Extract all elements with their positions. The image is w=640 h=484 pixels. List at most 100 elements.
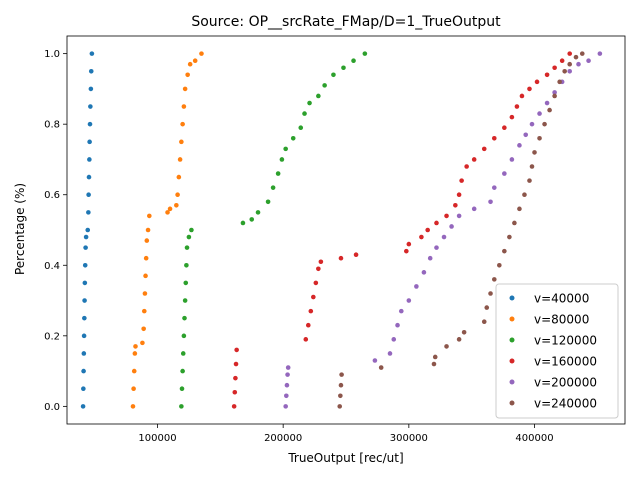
data-point (552, 65, 557, 71)
data-point (378, 365, 384, 370)
data-point (177, 157, 183, 162)
legend-marker (509, 316, 515, 322)
y-tick-label: 0.4 (44, 261, 60, 272)
series-4 (283, 51, 603, 409)
series-1 (130, 51, 204, 409)
data-point (86, 192, 91, 198)
data-point (464, 164, 469, 169)
data-point (537, 111, 542, 116)
data-point (87, 157, 92, 162)
data-point (142, 291, 148, 296)
data-point (89, 51, 95, 56)
data-point (481, 146, 487, 152)
data-point (145, 227, 151, 233)
data-point (81, 386, 86, 392)
data-point (290, 135, 296, 141)
data-point (179, 386, 185, 392)
data-point (456, 192, 462, 198)
data-point (308, 308, 314, 314)
data-point (192, 58, 198, 63)
data-point (527, 178, 532, 183)
data-point (182, 298, 188, 303)
data-point (338, 255, 344, 261)
data-point (131, 368, 137, 374)
data-point (311, 294, 316, 300)
data-point (552, 93, 557, 99)
data-point (573, 54, 579, 60)
data-point (453, 203, 458, 208)
x-axis: 100000 200000 300000 400000 (138, 424, 554, 444)
series-0 (80, 51, 95, 409)
legend-marker (509, 400, 515, 406)
x-tick-label: 300000 (390, 433, 428, 444)
data-point (398, 308, 404, 314)
data-point (559, 58, 565, 63)
data-point (579, 51, 585, 56)
data-point (307, 100, 312, 106)
data-point (179, 404, 184, 409)
data-point (233, 361, 239, 367)
data-point (432, 354, 438, 360)
data-point (425, 227, 430, 233)
data-point (285, 372, 290, 377)
data-point (491, 185, 497, 190)
data-point (488, 199, 493, 205)
data-point (491, 277, 497, 282)
data-point (183, 280, 189, 286)
data-point (88, 86, 94, 92)
y-tick-label: 0.6 (44, 190, 60, 201)
data-point (351, 58, 356, 63)
data-point (88, 104, 93, 109)
data-point (488, 291, 493, 296)
data-point (184, 262, 189, 268)
data-point (316, 266, 321, 272)
data-point (427, 255, 433, 261)
data-point (86, 210, 91, 215)
data-point (81, 368, 86, 374)
data-point (339, 372, 344, 377)
data-point (270, 185, 276, 190)
data-point (507, 234, 512, 240)
data-point (180, 121, 185, 127)
data-point (481, 319, 487, 325)
data-point (471, 206, 477, 212)
data-point (199, 51, 204, 56)
data-point (83, 245, 88, 250)
data-point (131, 386, 136, 392)
series-2 (179, 51, 368, 409)
data-point (532, 150, 537, 155)
data-point (87, 139, 92, 145)
data-point (562, 68, 567, 74)
data-point (497, 262, 502, 268)
data-point (313, 280, 319, 286)
data-point (185, 72, 190, 78)
legend-marker (509, 295, 515, 301)
data-point (182, 86, 188, 92)
plot-frame (66, 35, 626, 425)
legend-marker (509, 337, 515, 343)
data-point (130, 404, 136, 409)
data-point (231, 404, 237, 409)
data-point (567, 61, 573, 67)
data-point (82, 298, 87, 303)
data-point (233, 375, 238, 381)
data-point (303, 337, 309, 342)
data-point (144, 238, 150, 243)
data-point (86, 174, 92, 180)
data-point (318, 259, 324, 265)
data-point (434, 245, 439, 250)
data-point (147, 213, 152, 219)
data-point (421, 270, 427, 275)
legend-label: v=200000 (534, 376, 597, 390)
data-point (279, 157, 285, 162)
data-point (567, 68, 573, 74)
data-point (544, 100, 550, 106)
data-point (88, 68, 94, 74)
data-point (523, 132, 529, 138)
data-point (283, 146, 288, 152)
data-point (181, 333, 187, 339)
data-point (141, 326, 146, 332)
data-point (81, 351, 87, 356)
data-point (175, 192, 180, 198)
data-point (305, 322, 311, 328)
